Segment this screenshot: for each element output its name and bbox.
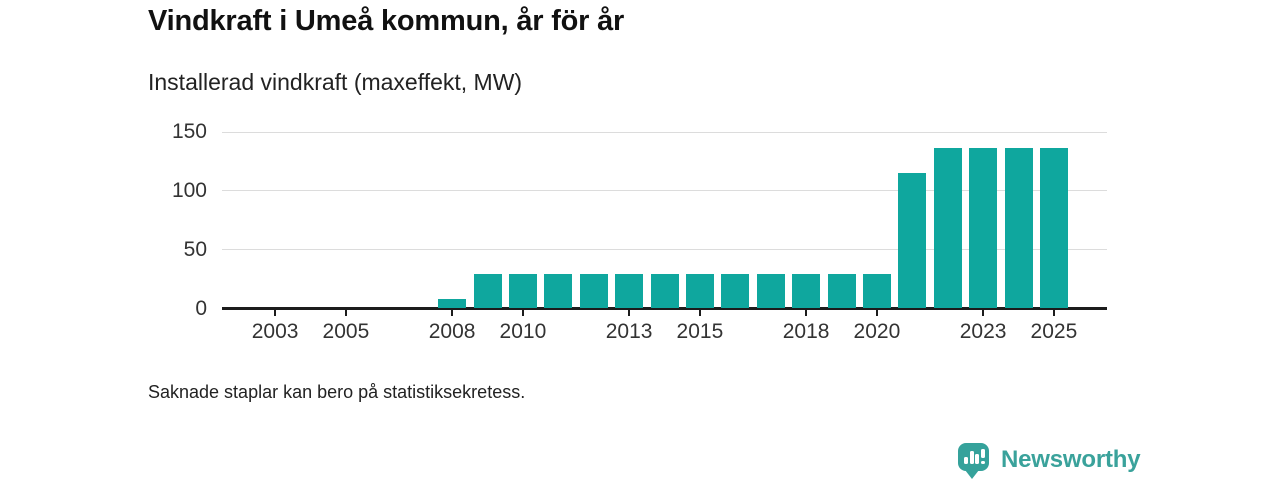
x-tick-label-2010: 2010 xyxy=(499,320,547,343)
logo-bar-2 xyxy=(969,451,974,464)
bar-2025 xyxy=(1039,148,1068,308)
logo-bar-1 xyxy=(964,457,968,464)
bar-2008 xyxy=(438,298,467,308)
x-tick-label-2023: 2023 xyxy=(959,320,1007,343)
bar-2012 xyxy=(579,273,608,308)
speech-bubble-tail xyxy=(965,470,979,479)
y-tick-label-0: 0 xyxy=(195,296,207,320)
bar-2019 xyxy=(827,273,856,308)
bar-2021 xyxy=(898,172,927,308)
bar-2009 xyxy=(473,273,502,308)
x-tick-mark-2005 xyxy=(344,309,347,316)
x-tick-mark-2018 xyxy=(805,309,808,316)
x-tick-label-2003: 2003 xyxy=(251,320,299,343)
x-tick-label-2008: 2008 xyxy=(428,320,476,343)
bar-2018 xyxy=(792,273,821,308)
y-tick-label-100: 100 xyxy=(171,178,207,202)
logo-bar-3 xyxy=(975,454,979,464)
gridline-100 xyxy=(222,190,1107,192)
bar-2013 xyxy=(615,273,644,308)
x-axis-line xyxy=(222,307,1107,310)
bar-2022 xyxy=(933,148,962,308)
newsworthy-logo-text: Newsworthy xyxy=(1001,446,1141,473)
bar-2020 xyxy=(862,273,891,308)
gridline-50 xyxy=(222,249,1107,251)
bar-2024 xyxy=(1004,148,1033,308)
bar-2017 xyxy=(756,273,785,308)
x-tick-mark-2008 xyxy=(451,309,454,316)
x-tick-mark-2003 xyxy=(274,309,277,316)
logo-exclamation-dot xyxy=(981,460,985,464)
bar-2015 xyxy=(685,273,714,308)
x-tick-mark-2025 xyxy=(1052,309,1055,316)
x-tick-label-2005: 2005 xyxy=(322,320,370,343)
y-tick-label-150: 150 xyxy=(171,120,207,143)
x-tick-mark-2023 xyxy=(982,309,985,316)
x-tick-label-2025: 2025 xyxy=(1030,320,1078,343)
logo-exclamation-line xyxy=(981,448,985,458)
x-tick-mark-2020 xyxy=(875,309,878,316)
bar-2023 xyxy=(969,148,998,308)
bar-2010 xyxy=(508,273,537,308)
footnote: Saknade staplar kan bero på statistiksek… xyxy=(148,382,526,402)
x-tick-mark-2015 xyxy=(698,309,701,316)
bar-2016 xyxy=(721,273,750,308)
x-tick-label-2015: 2015 xyxy=(676,320,724,343)
bar-chart-speech-bubble-icon xyxy=(958,443,989,479)
bar-2011 xyxy=(544,273,573,308)
x-tick-label-2013: 2013 xyxy=(605,320,653,343)
chart-title: Vindkraft i Umeå kommun, år för år xyxy=(148,5,625,37)
chart-subtitle: Installerad vindkraft (maxeffekt, MW) xyxy=(148,69,523,95)
bar-2014 xyxy=(650,273,679,308)
x-tick-mark-2013 xyxy=(628,309,631,316)
gridline-150 xyxy=(222,131,1107,133)
x-tick-mark-2010 xyxy=(521,309,524,316)
x-tick-label-2020: 2020 xyxy=(853,320,901,343)
x-tick-label-2018: 2018 xyxy=(782,320,830,343)
y-tick-label-50: 50 xyxy=(183,237,207,261)
